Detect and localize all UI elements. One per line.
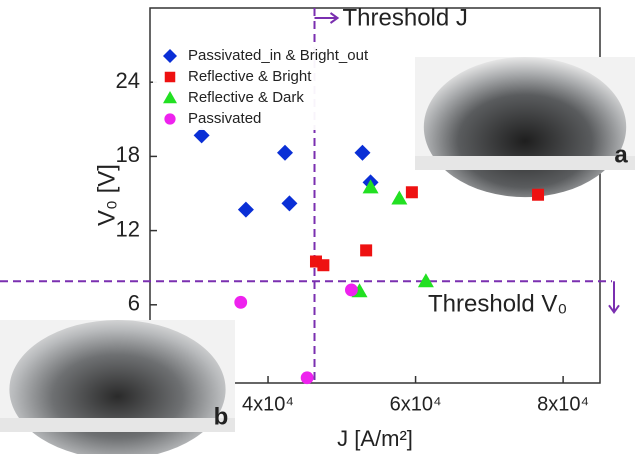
point	[391, 190, 407, 204]
threshold-label: Threshold V₀	[428, 291, 567, 318]
legend-label: Passivated_in & Bright_out	[188, 47, 369, 64]
inset-photo	[0, 418, 235, 432]
point	[317, 259, 329, 271]
inset-label: a	[614, 141, 628, 168]
x-tick-label: 8x10⁴	[537, 393, 589, 415]
x-tick-label: 6x10⁴	[390, 393, 442, 415]
point	[406, 186, 418, 198]
point	[234, 296, 247, 309]
y-tick-label: 18	[116, 142, 140, 167]
inset-photo	[9, 320, 225, 454]
threshold-label: Threshold J	[343, 4, 468, 31]
point	[345, 284, 358, 297]
legend-marker	[164, 113, 175, 124]
legend-label: Passivated	[188, 110, 261, 127]
point	[281, 195, 297, 211]
page: 61218244x10⁴6x10⁴8x10⁴J [A/m²]V₀ [V]abTh…	[0, 0, 635, 459]
legend-label: Reflective & Dark	[188, 89, 304, 106]
point	[532, 189, 544, 201]
inset-label: b	[214, 403, 229, 430]
legend-marker	[165, 72, 176, 83]
chart: 61218244x10⁴6x10⁴8x10⁴J [A/m²]V₀ [V]abTh…	[0, 0, 635, 454]
point	[301, 371, 314, 384]
point	[277, 145, 293, 161]
point	[354, 145, 370, 161]
y-tick-label: 24	[116, 68, 140, 93]
point	[238, 202, 254, 218]
x-tick-label: 4x10⁴	[242, 393, 294, 415]
point	[360, 244, 372, 256]
y-tick-label: 6	[128, 291, 140, 316]
inset-photo	[415, 156, 635, 170]
legend-label: Reflective & Bright	[188, 68, 312, 85]
y-axis-label: V₀ [V]	[93, 164, 120, 226]
x-axis-label: J [A/m²]	[337, 426, 413, 451]
inset-photo	[424, 57, 626, 197]
